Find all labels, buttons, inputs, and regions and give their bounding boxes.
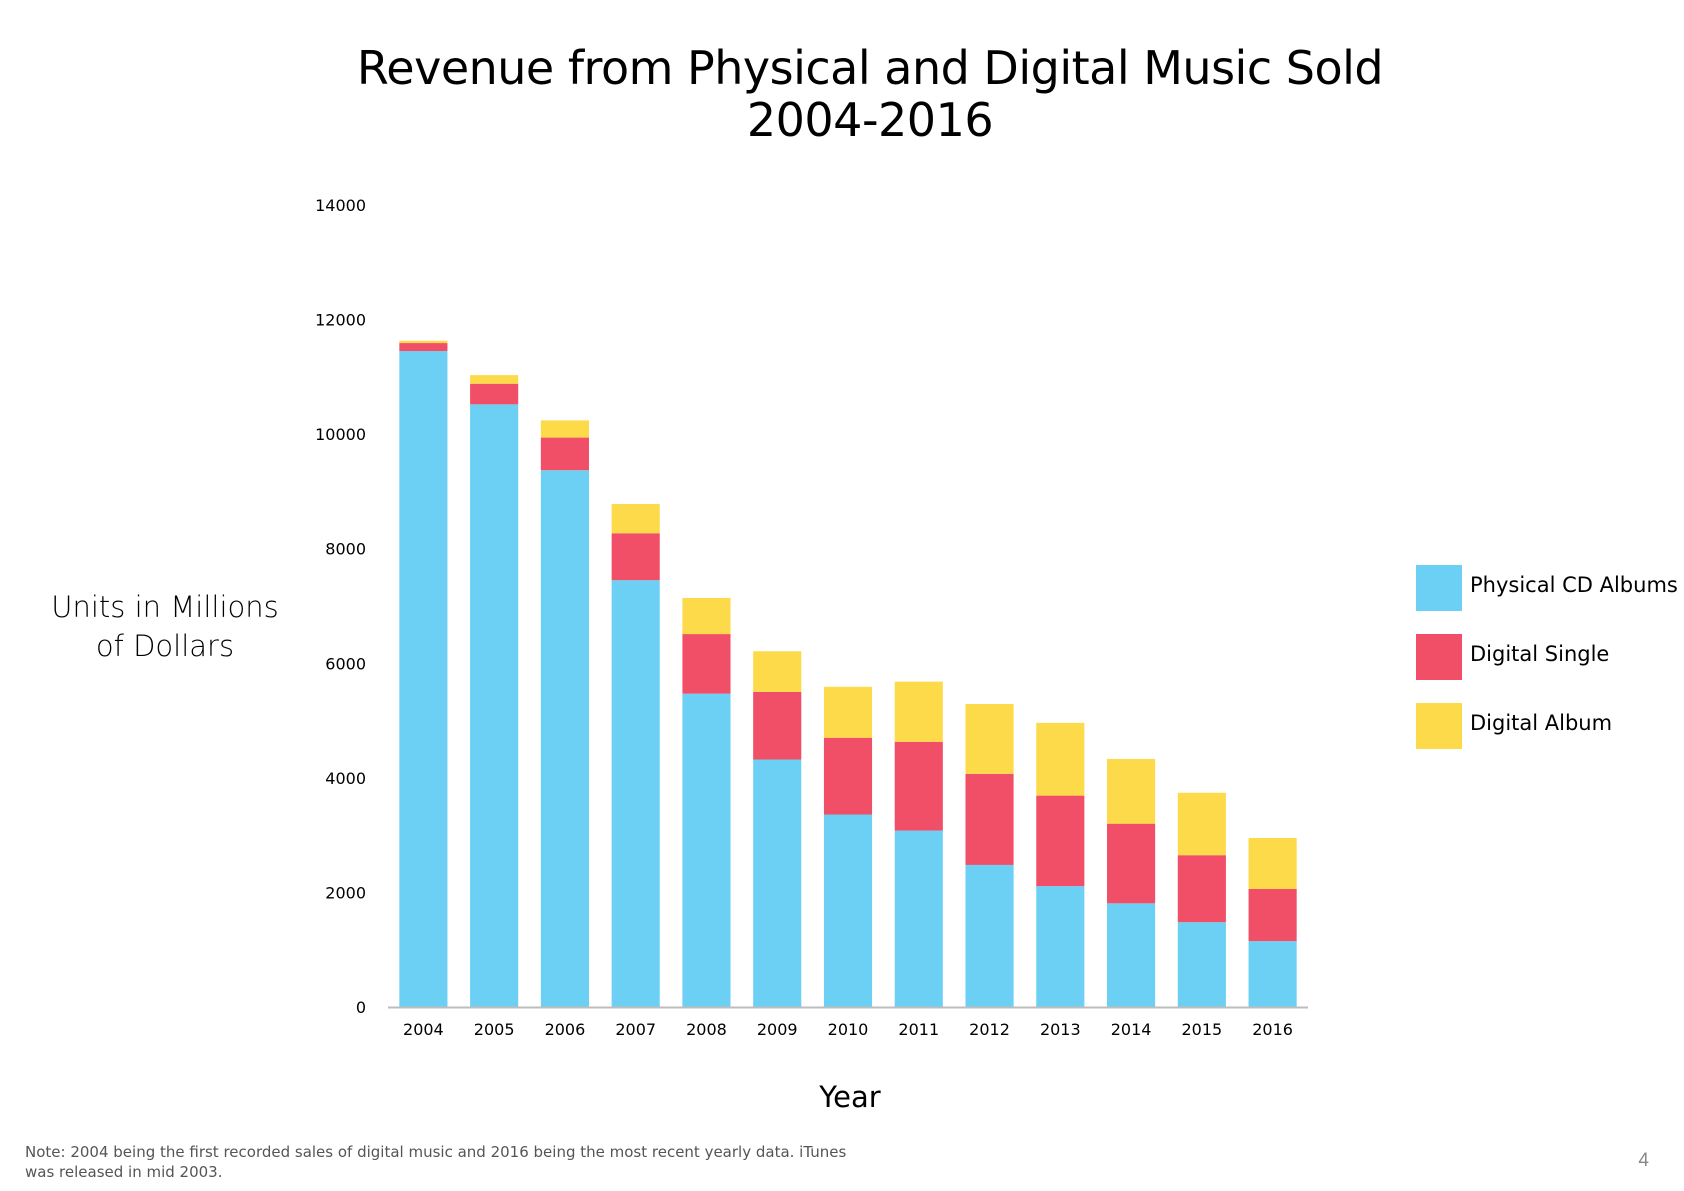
bar-2013-digital-album	[1036, 722, 1085, 796]
bar-2005-digital-album	[470, 375, 519, 384]
bar-2008-digital-album	[682, 597, 731, 635]
bar-2008-digital-single	[682, 634, 731, 694]
chart-title-main: Revenue from Physical and Digital Music …	[356, 41, 1384, 95]
y-axis-label-line-1: Units in Millions	[51, 590, 279, 624]
bar-2012-digital-single	[965, 773, 1014, 865]
x-tick-label-2013: 2013	[1040, 1020, 1081, 1039]
x-axis-label: Year	[819, 1080, 881, 1114]
bar-2006-digital-album	[540, 420, 589, 438]
chart-subtitle: 2004-2016	[746, 93, 994, 147]
y-axis-label-line-2: of Dollars	[95, 629, 235, 663]
bar-2004-digital-album	[399, 340, 448, 344]
bar-2006-physical-cd-albums	[540, 470, 589, 1007]
x-tick-label-2014: 2014	[1111, 1020, 1152, 1039]
bar-2006-digital-single	[540, 437, 589, 471]
y-tick-label-2000: 2000	[325, 883, 366, 902]
bar-2015-physical-cd-albums	[1177, 922, 1226, 1007]
bar-2016-physical-cd-albums	[1248, 941, 1297, 1007]
x-tick-label-2007: 2007	[615, 1020, 656, 1039]
bar-2011-physical-cd-albums	[894, 830, 943, 1007]
x-tick-label-2016: 2016	[1252, 1020, 1293, 1039]
bar-2014-physical-cd-albums	[1107, 903, 1156, 1007]
bar-2014-digital-album	[1107, 758, 1156, 824]
legend-label-digital-single: Digital Single	[1470, 642, 1610, 666]
bar-2016-digital-single	[1248, 888, 1297, 942]
bar-2013-physical-cd-albums	[1036, 886, 1085, 1007]
bar-2015-digital-single	[1177, 855, 1226, 923]
y-tick-label-8000: 8000	[325, 540, 366, 559]
bar-2007-digital-single	[611, 533, 660, 581]
x-tick-label-2011: 2011	[898, 1020, 939, 1039]
bar-2013-digital-single	[1036, 795, 1085, 887]
legend-label-digital-album: Digital Album	[1470, 711, 1613, 735]
bar-2007-physical-cd-albums	[611, 580, 660, 1007]
bar-2015-digital-album	[1177, 792, 1226, 856]
bar-2014-digital-single	[1107, 823, 1156, 904]
bar-2011-digital-single	[894, 741, 943, 831]
y-tick-label-10000: 10000	[315, 425, 366, 444]
bar-2004-digital-single	[399, 343, 448, 352]
legend-swatch-physical-cd	[1416, 565, 1462, 611]
y-tick-label-4000: 4000	[325, 769, 366, 788]
bar-2010-physical-cd-albums	[823, 814, 873, 1007]
bar-2009-physical-cd-albums	[753, 759, 802, 1007]
x-tick-label-2008: 2008	[686, 1020, 727, 1039]
legend-swatch-digital-album	[1416, 703, 1462, 749]
bar-2009-digital-album	[753, 651, 802, 692]
bar-2010-digital-album	[823, 686, 873, 738]
bar-2012-digital-album	[965, 703, 1014, 774]
footnote: Note: 2004 being the first recorded sale…	[25, 1143, 847, 1181]
chart-title: Revenue from Physical and Digital Music …	[0, 42, 1684, 146]
legend-swatch-digital-single	[1416, 634, 1462, 680]
bar-2004-physical-cd-albums	[399, 351, 448, 1007]
x-tick-label-2005: 2005	[474, 1020, 515, 1039]
bar-2016-digital-album	[1248, 838, 1297, 889]
y-tick-label-12000: 12000	[315, 311, 366, 330]
x-tick-label-2006: 2006	[545, 1020, 586, 1039]
x-tick-label-2015: 2015	[1181, 1020, 1222, 1039]
bar-2011-digital-album	[894, 681, 943, 742]
x-tick-label-2004: 2004	[403, 1020, 444, 1039]
bar-2009-digital-single	[753, 691, 802, 760]
page-number: 4	[1638, 1150, 1649, 1171]
legend-label-physical-cd: Physical CD Albums	[1470, 573, 1678, 597]
y-tick-label-6000: 6000	[325, 654, 366, 673]
bar-2005-digital-single	[470, 383, 519, 405]
bar-2005-physical-cd-albums	[470, 404, 519, 1008]
y-axis-label: Units in Millions of Dollars	[40, 588, 290, 666]
x-tick-label-2012: 2012	[969, 1020, 1010, 1039]
y-tick-label-0: 0	[356, 998, 366, 1017]
y-tick-label-14000: 14000	[315, 196, 366, 215]
x-tick-label-2010: 2010	[828, 1020, 869, 1039]
bar-2012-physical-cd-albums	[965, 864, 1014, 1007]
x-tick-label-2009: 2009	[757, 1020, 798, 1039]
bar-2008-physical-cd-albums	[682, 693, 731, 1007]
bar-2007-digital-album	[611, 504, 660, 534]
bar-2010-digital-single	[823, 737, 873, 815]
